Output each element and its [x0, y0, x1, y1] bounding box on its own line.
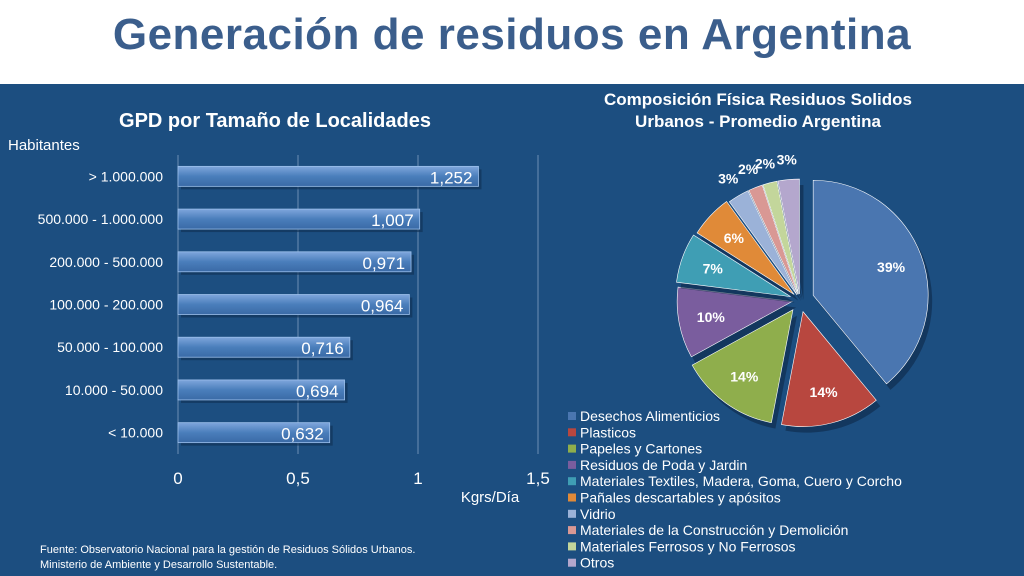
source-note: Fuente: Observatorio Nacional para la ge… — [40, 543, 415, 573]
pie-slice — [781, 310, 877, 427]
bar-chart-categories: > 1.000.000 500.000 - 1.000.000 200.000 - … — [38, 168, 164, 440]
pie-slice — [696, 201, 795, 295]
pie-slice-label: 10% — [697, 309, 726, 325]
legend-label: Papeles y Cartones — [580, 441, 702, 457]
pie-slice-label: 14% — [730, 369, 759, 385]
bar-chart-category-label: 100.000 - 200.000 — [49, 297, 163, 313]
legend-label: Plasticos — [580, 424, 636, 440]
legend-label: Vidrio — [580, 506, 616, 522]
pie-slice — [748, 184, 799, 295]
bar-value-label: 0,694 — [296, 382, 339, 401]
bar-chart-category-label: 200.000 - 500.000 — [49, 254, 163, 270]
legend-label: Materiales de la Construcción y Demolici… — [580, 522, 848, 538]
pie-slice — [777, 178, 800, 295]
legend-swatch — [568, 493, 576, 502]
pie-chart-title-line2: Urbanos - Promedio Argentina — [635, 112, 881, 131]
slide-header: Generación de residuos en Argentina — [0, 0, 1024, 84]
bar-chart-xlabel: Kgrs/Día — [461, 489, 520, 506]
bar — [177, 379, 345, 401]
slide-title: Generación de residuos en Argentina — [112, 10, 912, 59]
bar — [177, 165, 479, 187]
bar-chart-category-label: 50.000 - 100.000 — [57, 339, 163, 355]
bar-value-label: 0,971 — [362, 254, 405, 273]
legend-label: Materiales Ferrosos y No Ferrosos — [580, 538, 796, 554]
legend-label: Otros — [580, 555, 614, 571]
legend-swatch — [568, 428, 576, 437]
bar-chart-category-label: 10.000 - 50.000 — [65, 382, 163, 398]
legend-label: Residuos de Poda y Jardin — [580, 457, 747, 473]
legend-swatch — [568, 558, 576, 567]
bar-chart-xticks: 0 0,5 1 1,5 — [173, 469, 550, 488]
bar — [177, 208, 421, 230]
bar-chart-category-label: 500.000 - 1.000.000 — [38, 211, 164, 227]
bar — [177, 422, 331, 444]
bar-chart-xtick-label: 0 — [173, 469, 182, 488]
bar-chart-xtick-label: 1 — [413, 469, 422, 488]
pie-slice — [812, 179, 929, 385]
legend-swatch — [568, 526, 576, 535]
pie-slice-label: 2% — [738, 161, 759, 177]
bar-chart-xtick-label: 0,5 — [286, 469, 310, 488]
pie-chart-title-line1: Composición Física Residuos Solidos — [604, 90, 912, 109]
bar-chart-xtick-label: 1,5 — [526, 469, 550, 488]
pie-slice-label: 3% — [718, 171, 739, 187]
bar-value-label: 1,252 — [430, 168, 473, 187]
source-line-2: Ministerio de Ambiente y Desarrollo Sust… — [40, 559, 278, 571]
pie-slice-label: 6% — [724, 230, 745, 246]
legend-swatch — [568, 509, 576, 518]
legend-swatch — [568, 542, 576, 551]
pie-slice-label: 7% — [703, 261, 724, 277]
legend-label: Pañales descartables y apósitos — [580, 490, 781, 506]
legend-swatch — [568, 477, 576, 486]
legend-label: Desechos Alimenticios — [580, 408, 720, 424]
pie-slice — [691, 309, 794, 424]
bar-chart-category-label: > 1.000.000 — [89, 168, 164, 184]
bar-value-label: 1,007 — [371, 211, 414, 230]
legend-swatch — [568, 444, 576, 453]
bar-chart-value-labels: 1,252 1,007 0,971 0,964 0,716 0,694 0,632 — [281, 168, 472, 443]
pie-slice — [728, 190, 798, 296]
pie-slice-label: 2% — [755, 155, 776, 171]
pie-slice-label: 39% — [877, 259, 906, 275]
bar-chart-grid — [177, 155, 539, 454]
bar-chart-bars — [177, 165, 482, 446]
bar-value-label: 0,964 — [361, 297, 404, 316]
pie-slice-label: 3% — [777, 152, 798, 168]
bar-chart-ylabel: Habitantes — [8, 137, 80, 154]
pie-chart-slices — [676, 178, 933, 433]
pie-chart-labels: 39%14%14%10%7%6%3%2%2% 3% — [697, 152, 906, 400]
bar-chart-title: GPD por Tamaño de Localidades — [119, 110, 431, 132]
legend-swatch — [568, 412, 576, 420]
bar — [177, 251, 412, 273]
pie-slice — [762, 180, 799, 295]
pie-slice-label: 14% — [810, 384, 839, 400]
bar-chart-category-label: < 10.000 — [108, 425, 163, 441]
source-line-1: Fuente: Observatorio Nacional para la ge… — [40, 544, 416, 556]
legend-swatch — [568, 460, 576, 469]
legend-label: Materiales Textiles, Madera, Goma, Cuero… — [580, 473, 902, 489]
bar — [177, 336, 351, 358]
pie-slice — [676, 286, 794, 358]
bar-value-label: 0,632 — [281, 425, 324, 444]
bar — [177, 294, 410, 315]
bar-value-label: 0,716 — [301, 339, 344, 358]
pie-slice — [676, 234, 791, 297]
